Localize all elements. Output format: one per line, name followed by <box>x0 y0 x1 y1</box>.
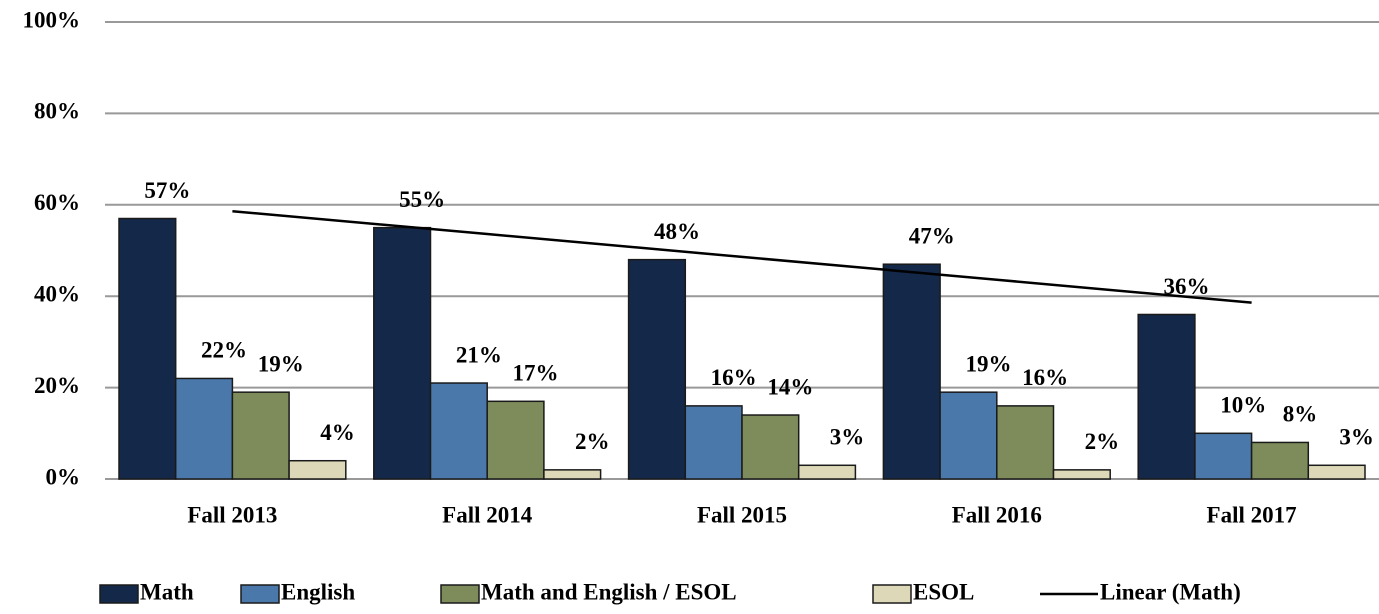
data-label: 47% <box>909 223 955 248</box>
legend-label: English <box>281 579 355 604</box>
y-tick-label: 60% <box>34 190 80 215</box>
data-label: 17% <box>513 361 559 386</box>
bar <box>939 391 998 480</box>
bar <box>1307 464 1366 480</box>
y-tick-label: 0% <box>46 464 81 489</box>
data-label: 16% <box>1022 365 1068 390</box>
legend-label: Math and English / ESOL <box>481 579 737 604</box>
bar <box>429 382 488 480</box>
x-tick-label: Fall 2013 <box>187 502 277 527</box>
data-label: 19% <box>965 351 1011 376</box>
bar <box>174 377 234 480</box>
legend-swatch <box>99 584 139 604</box>
y-tick-label: 40% <box>34 281 80 306</box>
bar <box>797 464 857 480</box>
legend-label: Math <box>140 579 194 604</box>
legend-label: ESOL <box>913 579 974 604</box>
y-tick-label: 100% <box>23 7 81 32</box>
bar <box>627 258 687 480</box>
data-label: 8% <box>1283 402 1318 427</box>
bar <box>373 226 432 480</box>
legend-swatch <box>872 584 912 604</box>
data-label: 16% <box>711 365 757 390</box>
data-label: 14% <box>767 374 813 399</box>
data-label: 55% <box>399 187 445 212</box>
data-label: 22% <box>201 338 247 363</box>
data-label: 48% <box>654 219 700 244</box>
bar <box>118 217 177 480</box>
bar <box>741 414 800 480</box>
data-label: 2% <box>1085 429 1120 454</box>
bar <box>543 469 602 480</box>
y-tick-label: 80% <box>34 99 80 124</box>
bar <box>684 405 743 480</box>
bar <box>231 391 290 480</box>
bar <box>288 459 347 480</box>
x-tick-label: Fall 2014 <box>442 502 533 527</box>
trend-line <box>232 209 1252 304</box>
data-label: 19% <box>258 351 304 376</box>
data-label: 4% <box>320 420 355 445</box>
y-tick-label: 20% <box>34 373 80 398</box>
data-label: 3% <box>1339 425 1374 450</box>
legend-swatch <box>440 584 480 604</box>
x-tick-label: Fall 2015 <box>697 502 787 527</box>
data-label: 10% <box>1220 393 1266 418</box>
bar <box>882 263 941 480</box>
legend-swatch <box>240 584 280 604</box>
data-label: 57% <box>144 178 190 203</box>
bar <box>1052 469 1111 480</box>
data-label: 21% <box>456 342 502 367</box>
x-tick-label: Fall 2016 <box>952 502 1042 527</box>
data-label: 2% <box>575 429 610 454</box>
bar <box>486 400 545 480</box>
legend-label: Linear (Math) <box>1100 579 1241 604</box>
bar <box>1250 441 1310 480</box>
bar <box>1137 313 1196 480</box>
bar <box>1194 432 1253 480</box>
x-tick-label: Fall 2017 <box>1207 502 1297 527</box>
data-label: 3% <box>830 425 865 450</box>
bar <box>996 405 1055 480</box>
